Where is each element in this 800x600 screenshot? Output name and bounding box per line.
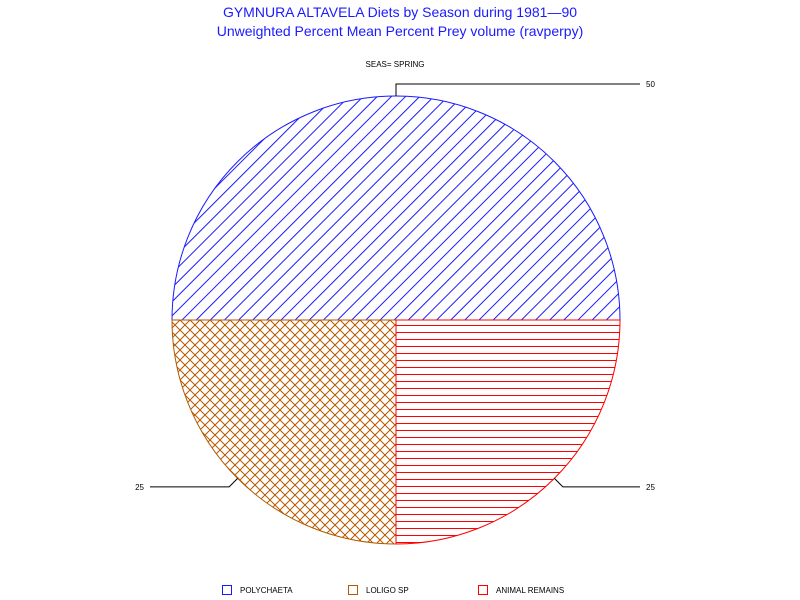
chart-subtitle: Unweighted Percent Mean Percent Prey vol… — [216, 23, 584, 39]
leader-line — [395, 83, 640, 96]
slice-value-label: 25 — [135, 483, 144, 492]
pie-slice-loligo-sp — [171, 319, 397, 545]
slice-value-label: 25 — [646, 483, 655, 492]
leader-line — [554, 478, 640, 488]
chart-title: GYMNURA ALTAVELA Diets by Season during … — [222, 4, 578, 20]
group-label: SEAS= SPRING — [366, 60, 425, 69]
legend-swatch — [348, 585, 358, 595]
legend-item-loligo-sp: LOLIGO SP — [348, 584, 409, 596]
legend-item-animal-remains: ANIMAL REMAINS — [478, 584, 564, 596]
legend-item-polychaeta: POLYCHAETA — [222, 584, 293, 596]
legend-label: POLYCHAETA — [240, 585, 293, 595]
pie-slice-animal-remains — [395, 319, 621, 545]
legend-swatch — [222, 585, 232, 595]
legend-swatch — [478, 585, 488, 595]
legend-label: LOLIGO SP — [366, 585, 409, 595]
leader-line — [150, 478, 238, 488]
pie-slice-polychaeta — [171, 95, 621, 321]
legend-label: ANIMAL REMAINS — [496, 585, 565, 595]
slice-value-label: 50 — [646, 80, 655, 89]
